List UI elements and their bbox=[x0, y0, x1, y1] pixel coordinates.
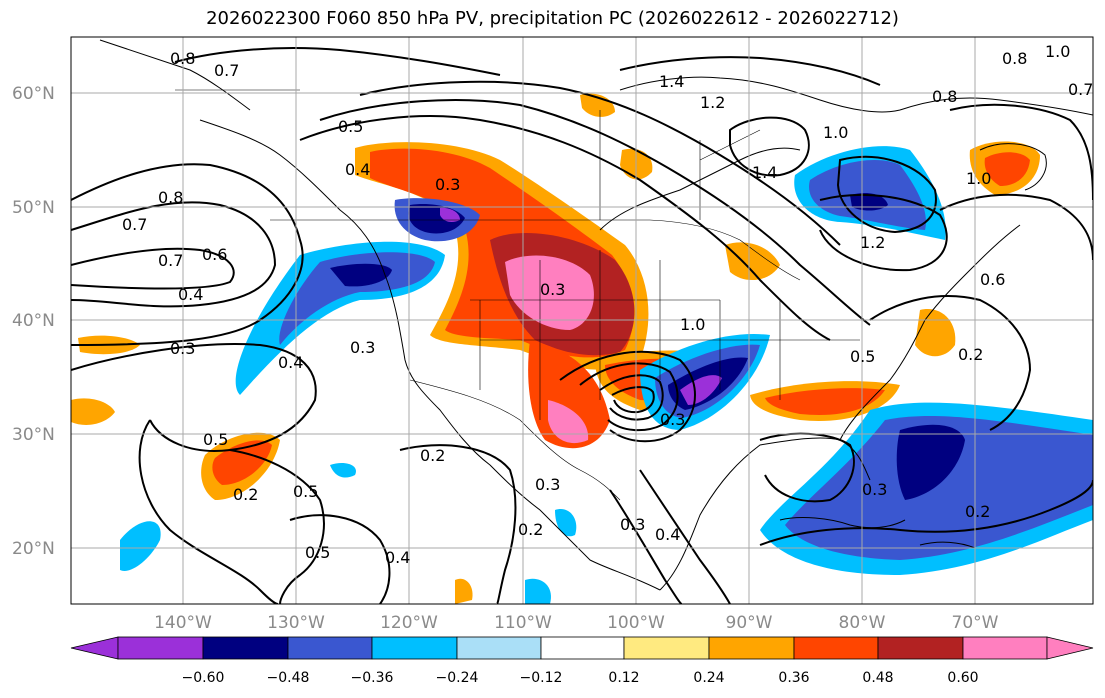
colorbar-tick: 0.60 bbox=[947, 670, 978, 686]
colorbar-tick: −0.60 bbox=[182, 670, 225, 686]
colorbar-min-arrow bbox=[70, 636, 119, 660]
contour-label: 0.7 bbox=[158, 251, 183, 270]
contour-label: 0.3 bbox=[535, 475, 560, 494]
colorbar-swatch bbox=[877, 636, 964, 660]
contour-label: 0.7 bbox=[122, 215, 147, 234]
colorbar-swatch bbox=[623, 636, 710, 660]
contour-label: 0.4 bbox=[655, 525, 680, 544]
map-frame bbox=[70, 36, 1094, 605]
map-title: 2026022300 F060 850 hPa PV, precipitatio… bbox=[206, 8, 899, 29]
contour-labels: 0.8 0.7 1.4 1.2 1.0 0.8 0.7 0.5 0.4 0.3 … bbox=[122, 42, 1093, 567]
contour-label: 0.4 bbox=[385, 548, 410, 567]
colorbar-swatch bbox=[962, 636, 1048, 660]
colorbar-tick: −0.36 bbox=[351, 670, 394, 686]
contour-label: 0.8 bbox=[170, 49, 195, 68]
lat-label: 60°N bbox=[12, 84, 55, 104]
contour-label: 1.2 bbox=[700, 93, 725, 112]
colorbar-max-arrow bbox=[1046, 636, 1094, 660]
contour-label: 0.5 bbox=[305, 543, 330, 562]
graticule bbox=[71, 37, 1093, 604]
lat-label: 20°N bbox=[12, 539, 55, 559]
contour-label: 0.6 bbox=[980, 270, 1005, 289]
contour-label: 0.8 bbox=[158, 188, 183, 207]
colorbar-tick: 0.36 bbox=[778, 670, 809, 686]
contour-label: 1.4 bbox=[752, 163, 777, 182]
colorbar-tick: −0.12 bbox=[520, 670, 563, 686]
lat-label: 50°N bbox=[12, 198, 55, 218]
contour-label: 0.2 bbox=[420, 446, 445, 465]
contour-label: 1.0 bbox=[966, 169, 991, 188]
contour-label: 0.3 bbox=[862, 480, 887, 499]
contour-label: 0.5 bbox=[338, 117, 363, 136]
contour-label: 0.4 bbox=[345, 160, 370, 179]
coastlines bbox=[99, 39, 1093, 591]
contour-label: 1.0 bbox=[1045, 42, 1070, 61]
colorbar-swatch bbox=[793, 636, 879, 660]
longitude-labels: 140°W 130°W 120°W 110°W 100°W 90°W 80°W … bbox=[154, 613, 999, 633]
contour-label: 0.8 bbox=[932, 87, 957, 106]
lon-label: 100°W bbox=[607, 613, 665, 633]
contour-label: 0.5 bbox=[203, 430, 228, 449]
colorbar-swatch bbox=[287, 636, 373, 660]
contour-label: 1.0 bbox=[680, 315, 705, 334]
lon-label: 80°W bbox=[839, 613, 886, 633]
lon-label: 90°W bbox=[726, 613, 773, 633]
contour-label: 0.2 bbox=[518, 520, 543, 539]
contour-label: 0.3 bbox=[170, 339, 195, 358]
colorbar-swatch bbox=[456, 636, 542, 660]
colorbar-swatch bbox=[117, 636, 204, 660]
contour-label: 0.4 bbox=[278, 353, 303, 372]
colorbar-swatch bbox=[371, 636, 458, 660]
contour-label: 0.3 bbox=[620, 515, 645, 534]
contour-label: 0.8 bbox=[1002, 49, 1027, 68]
colorbar: −0.60 −0.48 −0.36 −0.24 −0.12 0.12 0.24 … bbox=[70, 636, 1094, 686]
colorbar-tick: 0.12 bbox=[608, 670, 639, 686]
contour-label: 0.5 bbox=[850, 347, 875, 366]
lon-label: 70°W bbox=[952, 613, 999, 633]
lon-label: 140°W bbox=[154, 613, 212, 633]
contour-label: 0.3 bbox=[350, 338, 375, 357]
contour-label: 0.7 bbox=[214, 61, 239, 80]
colorbar-swatch bbox=[202, 636, 289, 660]
lon-label: 110°W bbox=[494, 613, 552, 633]
colorbar-swatch bbox=[540, 636, 625, 660]
latitude-labels: 60°N 50°N 40°N 30°N 20°N bbox=[12, 84, 55, 559]
contour-label: 0.7 bbox=[1068, 80, 1093, 99]
colorbar-tick: −0.48 bbox=[267, 670, 310, 686]
contour-label: 0.3 bbox=[540, 280, 565, 299]
colorbar-tick: 0.24 bbox=[693, 670, 724, 686]
lon-label: 130°W bbox=[267, 613, 325, 633]
lon-label: 120°W bbox=[380, 613, 438, 633]
contour-label: 0.4 bbox=[178, 285, 203, 304]
contour-label: 0.2 bbox=[233, 485, 258, 504]
contour-label: 0.5 bbox=[293, 482, 318, 501]
political-borders bbox=[175, 89, 860, 501]
lat-label: 40°N bbox=[12, 311, 55, 331]
lat-label: 30°N bbox=[12, 425, 55, 445]
contour-label: 1.4 bbox=[659, 72, 684, 91]
colorbar-tick: 0.48 bbox=[862, 670, 893, 686]
contour-label: 1.2 bbox=[860, 233, 885, 252]
contour-label: 0.2 bbox=[958, 345, 983, 364]
contour-label: 1.0 bbox=[823, 123, 848, 142]
contour-label: 0.3 bbox=[435, 175, 460, 194]
precip-shading bbox=[71, 93, 1093, 604]
contour-label: 0.3 bbox=[660, 410, 685, 429]
colorbar-swatch bbox=[708, 636, 795, 660]
contour-label: 0.2 bbox=[965, 502, 990, 521]
contour-label: 0.6 bbox=[202, 245, 227, 264]
pv-contours bbox=[71, 47, 1093, 604]
colorbar-tick: −0.24 bbox=[436, 670, 479, 686]
